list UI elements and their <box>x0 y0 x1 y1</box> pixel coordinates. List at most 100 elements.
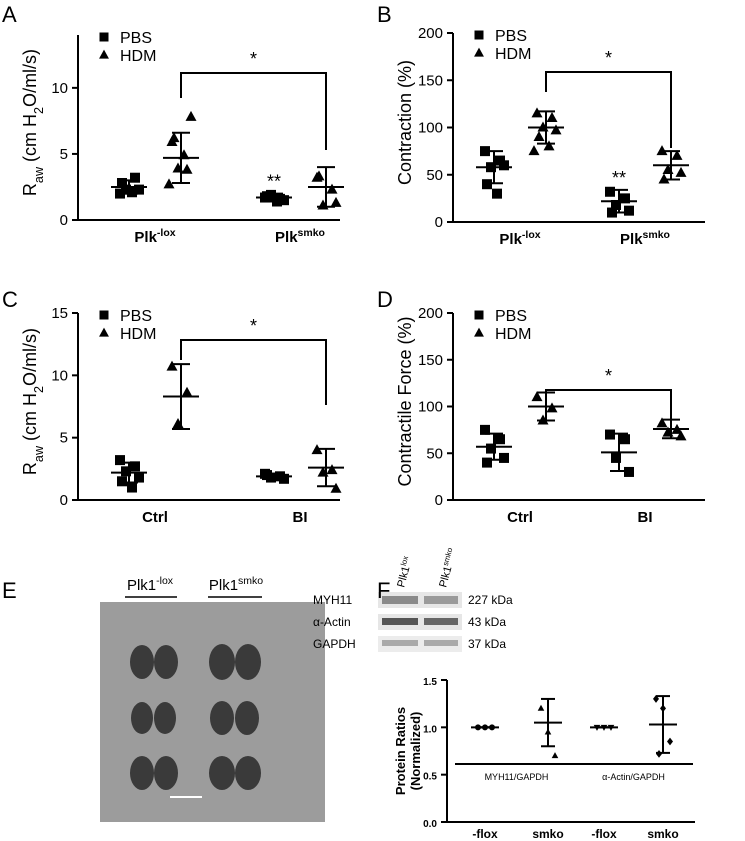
x-tick-label: -flox <box>591 827 617 841</box>
legend-marker <box>99 310 109 320</box>
y-tick-label: 150 <box>418 72 443 89</box>
group-label: MYH11/GAPDH <box>485 772 549 782</box>
x-tick-label: smko <box>647 827 678 841</box>
text-part: 2 <box>32 107 46 114</box>
point <box>611 199 621 210</box>
point <box>528 145 540 156</box>
point <box>181 386 193 397</box>
y-tick-label: 5 <box>60 146 68 163</box>
point <box>551 752 559 759</box>
legend-label: PBS <box>120 30 152 47</box>
blot <box>378 592 462 652</box>
y-tick-label: 15 <box>51 305 68 322</box>
y-tick-label: 0.5 <box>423 772 437 783</box>
band-size: 37 kDa <box>468 637 506 651</box>
point <box>279 473 289 484</box>
x-tick-label: Plksmko <box>275 227 325 246</box>
y-tick-label: 50 <box>426 167 443 184</box>
text-part: -lox <box>157 227 176 239</box>
band-label: MYH11 <box>313 593 352 607</box>
point <box>492 188 502 199</box>
y-tick-label: 200 <box>418 25 443 42</box>
text-part: Ctrl <box>507 509 533 526</box>
point <box>537 704 545 711</box>
point <box>624 205 634 216</box>
point <box>121 466 131 477</box>
lungs <box>130 644 261 790</box>
point <box>675 166 687 177</box>
x-tick-label: BI <box>638 509 653 526</box>
point <box>262 470 272 481</box>
legend-marker <box>474 47 484 57</box>
legend-label: HDM <box>120 48 156 65</box>
panel-letter: E <box>2 578 17 603</box>
point <box>330 482 342 493</box>
significance-bracket <box>180 339 327 405</box>
y-tick-label: 50 <box>426 445 443 462</box>
x-tick-label: Ctrl <box>507 509 533 526</box>
point <box>127 482 137 493</box>
point <box>181 163 193 174</box>
y-tick-label: 150 <box>418 352 443 369</box>
point <box>117 178 127 188</box>
point <box>279 195 289 206</box>
point <box>130 461 140 472</box>
point <box>480 424 490 435</box>
point <box>499 452 509 463</box>
y-axis-label: Contractile Force (%) <box>395 316 415 486</box>
text-part: Plk <box>275 229 298 246</box>
group-label: Plk1-lox <box>127 575 174 594</box>
point <box>121 184 131 195</box>
band-label: α-Actin <box>313 615 351 629</box>
text-part: Plk1 <box>127 577 156 594</box>
point <box>671 149 683 160</box>
legend-marker <box>474 327 484 337</box>
text-part: Ctrl <box>142 509 168 526</box>
point <box>326 183 338 194</box>
x-tick-label: Plksmko <box>620 229 670 248</box>
point <box>550 124 562 135</box>
band-size: 43 kDa <box>468 615 506 629</box>
legend-marker <box>474 30 484 40</box>
y-axis-label: (Normalized) <box>408 712 423 791</box>
legend-marker <box>99 327 109 337</box>
y-tick-label: 0 <box>60 492 68 509</box>
significance-label: ** <box>612 168 626 188</box>
y-axis-label: Contraction (%) <box>395 60 415 185</box>
text-part: aw <box>32 445 46 462</box>
text-part: smko <box>298 227 325 239</box>
text-part: Plk <box>620 231 643 248</box>
text-part: Contractile Force (%) <box>395 316 415 486</box>
text-part: 2 <box>32 386 46 393</box>
text-part: R <box>20 462 40 475</box>
text-part: R <box>20 183 40 196</box>
x-tick-label: Plk-lox <box>499 229 540 248</box>
text-part: O/ml/s) <box>20 328 40 386</box>
x-tick-label: Plk-lox <box>134 227 175 246</box>
text-part: smko <box>440 547 453 567</box>
text-part: Plk <box>499 231 522 248</box>
band-size: 227 kDa <box>468 593 513 607</box>
text-part: O/ml/s) <box>20 49 40 107</box>
significance-label: ** <box>267 172 281 192</box>
point <box>624 466 634 477</box>
point <box>620 434 630 445</box>
point <box>130 172 140 183</box>
significance-label: * <box>250 49 257 69</box>
lane-label: Plk1smko <box>435 547 459 589</box>
text-part: -lox <box>156 575 174 587</box>
significance-label: * <box>605 48 612 68</box>
point <box>168 132 180 143</box>
significance-label: * <box>250 316 257 336</box>
y-tick-label: 0 <box>60 212 68 229</box>
point <box>486 443 496 454</box>
panel-letter: D <box>377 287 393 312</box>
legend-label: HDM <box>495 46 531 63</box>
text-part: Plk1 <box>437 565 454 589</box>
point <box>531 391 543 402</box>
legend-label: PBS <box>495 308 527 325</box>
y-tick-label: 200 <box>418 305 443 322</box>
y-tick-label: 5 <box>60 430 68 447</box>
y-tick-label: 100 <box>418 120 443 137</box>
